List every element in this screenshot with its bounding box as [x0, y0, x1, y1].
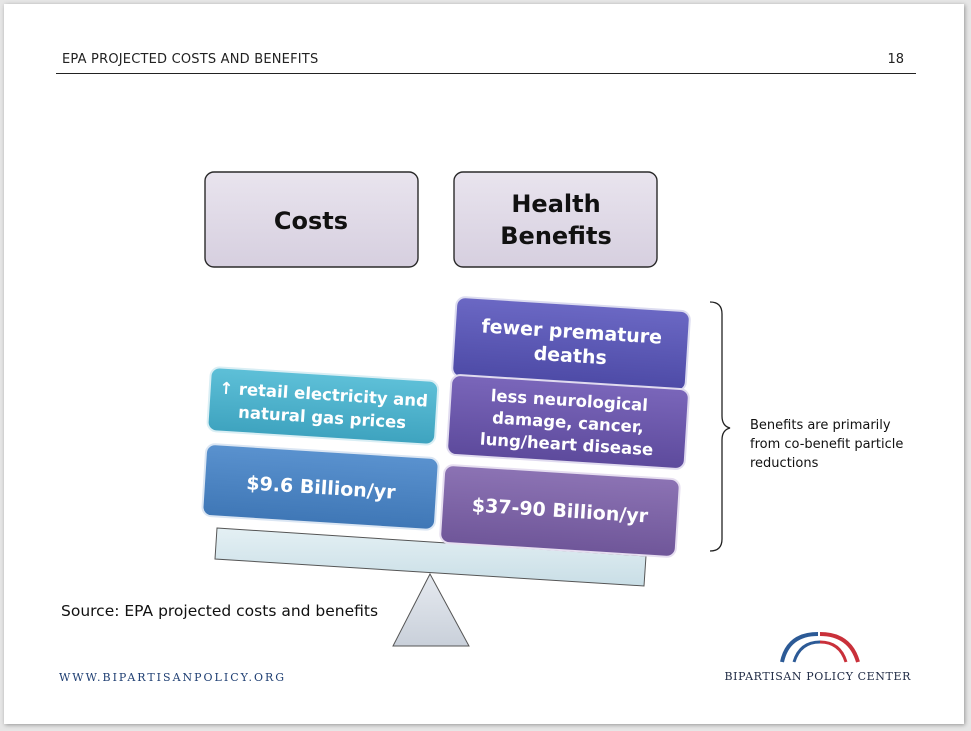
fulcrum-triangle — [392, 572, 470, 647]
costs-benefits-scale-diagram: Costs Health Benefits ↑ retail electrici… — [201, 171, 731, 647]
header-divider — [56, 73, 916, 74]
footer-website-link[interactable]: WWW.BIPARTISANPOLICY.ORG — [59, 671, 287, 684]
costs-label: Costs — [274, 207, 348, 235]
costs-header-box: Costs — [204, 171, 419, 268]
benefit-block-deaths: fewer premature deaths — [451, 296, 691, 392]
slide: EPA PROJECTED COSTS AND BENEFITS 18 — [4, 4, 964, 724]
footer-brand-name: BIPARTISAN POLICY CENTER — [724, 670, 911, 683]
benefits-label-line1: Health — [511, 190, 600, 218]
benefits-header-box: Health Benefits — [453, 171, 658, 268]
right-brace — [709, 301, 731, 552]
benefit-block-amount: $37-90 Billion/yr — [439, 464, 681, 558]
benefit-item-1-line2: deaths — [533, 343, 607, 370]
slide-header-title: EPA PROJECTED COSTS AND BENEFITS — [62, 52, 319, 67]
source-note: Source: EPA projected costs and benefits — [61, 602, 379, 620]
benefits-label-line2: Benefits — [500, 222, 611, 250]
benefit-block-disease: less neurological damage, cancer, lung/h… — [446, 374, 690, 470]
page-number: 18 — [887, 52, 904, 67]
cost-block-amount: $9.6 Billion/yr — [201, 443, 440, 531]
bpc-logo-icon — [780, 632, 860, 663]
cost-block-prices: ↑ retail electricity and natural gas pri… — [206, 366, 440, 446]
benefits-annotation: Benefits are primarily from co-benefit p… — [750, 418, 904, 471]
